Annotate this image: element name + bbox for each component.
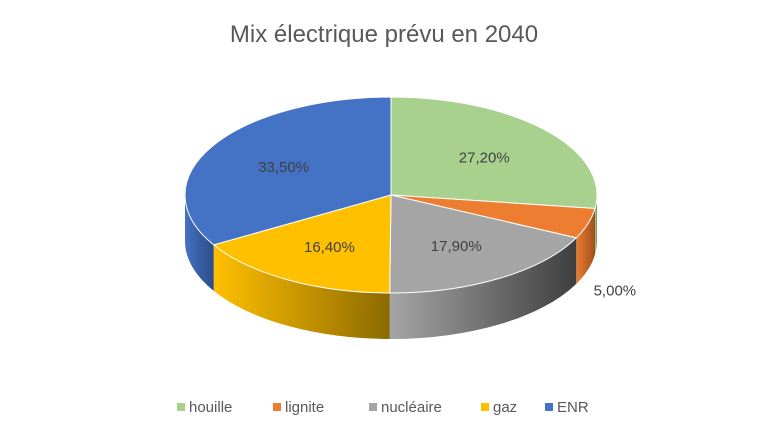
- data-label-enr: 33,50%: [258, 159, 309, 176]
- legend-swatch: [177, 403, 185, 411]
- slice-wall-nucleaire: [389, 237, 577, 340]
- pie-slices: [184, 96, 598, 294]
- legend-label: nucléaire: [381, 399, 442, 416]
- slice-houille[interactable]: [390, 96, 598, 210]
- slice-wall-lignite: [576, 208, 596, 284]
- legend-swatch: [369, 403, 377, 411]
- data-label-nucleaire: 17,90%: [431, 238, 482, 255]
- legend-item-enr[interactable]: ENR: [545, 399, 589, 416]
- data-label-houille: 27,20%: [459, 149, 510, 166]
- legend-label: lignite: [285, 399, 324, 416]
- legend-swatch: [481, 403, 489, 411]
- legend-item-nucleaire[interactable]: nucléaire: [369, 399, 442, 416]
- legend-item-lignite[interactable]: lignite: [273, 399, 324, 416]
- data-label-gaz: 16,40%: [304, 239, 355, 256]
- legend-label: gaz: [493, 399, 517, 416]
- legend-item-gaz[interactable]: gaz: [481, 399, 517, 416]
- data-labels: 27,20% 5,00% 17,90% 16,40% 33,50%: [258, 149, 636, 299]
- slice-wall-houille: [595, 195, 597, 255]
- data-label-lignite: 5,00%: [594, 282, 637, 299]
- slice-wall-enr: [185, 195, 214, 291]
- legend-swatch: [273, 403, 281, 411]
- legend-swatch: [545, 403, 553, 411]
- slice-enr[interactable]: [184, 96, 392, 246]
- legend-label: houille: [189, 399, 232, 416]
- legend-item-houille[interactable]: houille: [177, 399, 232, 416]
- legend: houille lignite nucléaire gaz ENR: [177, 399, 589, 416]
- slice-wall-gaz: [213, 244, 390, 339]
- slice-nucleaire[interactable]: [389, 194, 578, 294]
- pie-walls: [185, 195, 597, 340]
- slice-gaz[interactable]: [212, 194, 392, 294]
- legend-label: ENR: [557, 399, 589, 416]
- chart-title: Mix électrique prévu en 2040: [230, 21, 538, 48]
